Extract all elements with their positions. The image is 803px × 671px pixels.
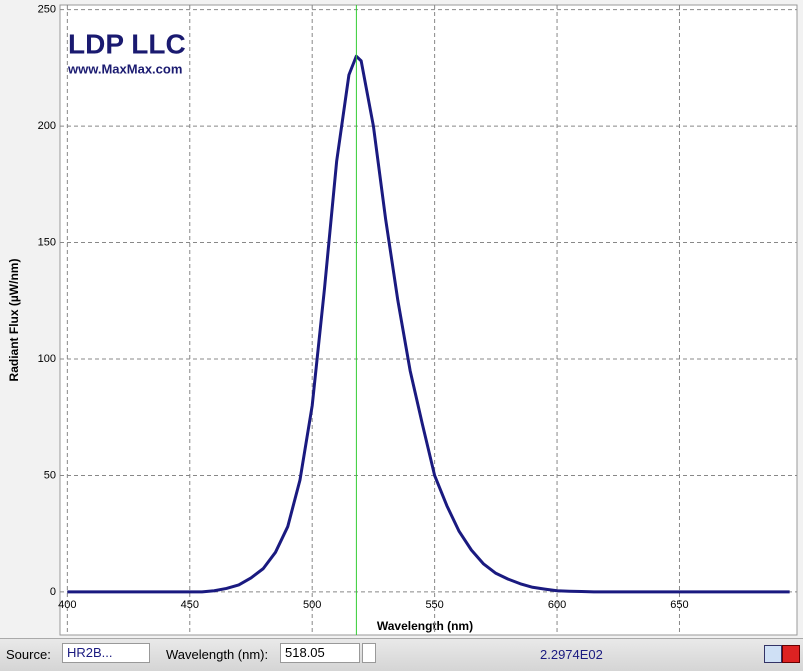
y-tick-label: 100: [38, 353, 56, 365]
toolbar: Source: HR2B... Wavelength (nm): 518.05 …: [0, 638, 803, 671]
logo: LDP LLC: [68, 28, 186, 59]
logo-url: www.MaxMax.com: [67, 61, 182, 76]
x-tick-label: 450: [181, 599, 199, 611]
wavelength-input[interactable]: 518.05: [280, 643, 360, 663]
y-tick-label: 150: [38, 236, 56, 248]
chart: LDP LLC www.MaxMax.com Wavelength (nm) R…: [7, 3, 798, 636]
y-tick-label: 50: [44, 469, 56, 481]
x-tick-label: 500: [303, 599, 321, 611]
x-tick-label: 600: [548, 599, 566, 611]
y-tick-label: 250: [38, 4, 56, 16]
y-tick-label: 0: [50, 586, 56, 598]
x-tick-label: 400: [58, 599, 76, 611]
source-select[interactable]: HR2B...: [62, 643, 150, 663]
x-axis-label: Wavelength (nm): [377, 619, 473, 633]
y-tick-label: 200: [38, 120, 56, 132]
reading: 2.2974E02: [540, 647, 603, 662]
y-axis-label: Radiant Flux (µW/nm): [7, 259, 21, 382]
x-tick-label: 550: [425, 599, 443, 611]
peak-button[interactable]: [764, 645, 782, 663]
plot-area: [59, 4, 798, 636]
stepper[interactable]: [362, 643, 376, 663]
wavelength-label: Wavelength (nm):: [166, 647, 269, 662]
x-tick-label: 650: [670, 599, 688, 611]
spectrum-line: [67, 54, 790, 594]
close-button[interactable]: [782, 645, 800, 663]
source-label: Source:: [6, 647, 51, 662]
